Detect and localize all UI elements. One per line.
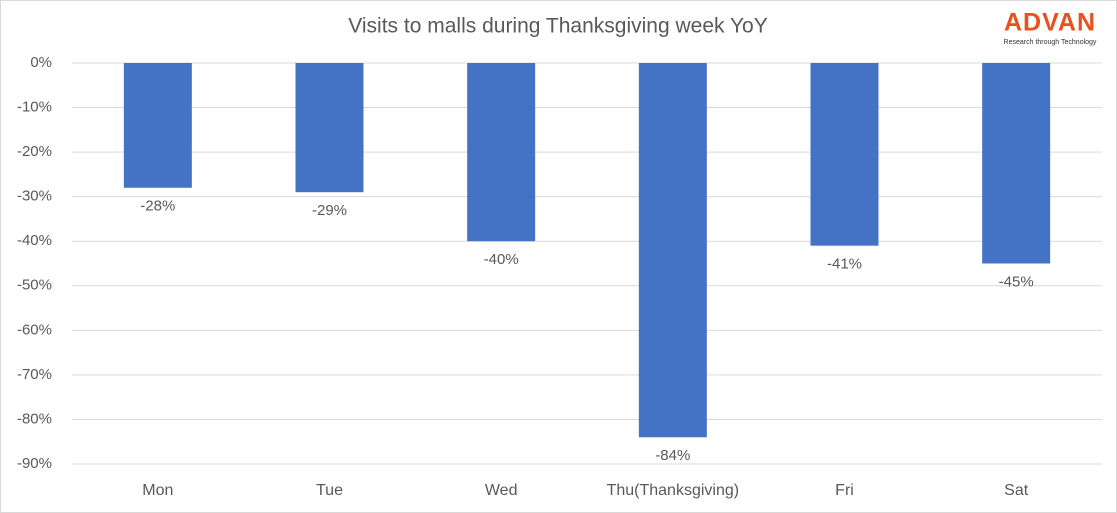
y-tick-label: -50% bbox=[17, 277, 52, 294]
x-tick-label: Sat bbox=[1004, 482, 1029, 499]
value-label: -84% bbox=[655, 447, 690, 464]
value-label: -29% bbox=[312, 202, 347, 219]
bar bbox=[295, 63, 364, 193]
x-tick-label: Fri bbox=[835, 482, 854, 499]
value-label: -28% bbox=[140, 198, 175, 215]
x-tick-label: Mon bbox=[142, 482, 173, 499]
x-tick-label: Thu(Thanksgiving) bbox=[607, 482, 740, 499]
y-tick-label: -30% bbox=[17, 188, 52, 205]
y-tick-label: 0% bbox=[30, 54, 52, 71]
y-tick-label: -10% bbox=[17, 99, 52, 116]
value-label: -40% bbox=[484, 251, 519, 268]
bar bbox=[982, 63, 1051, 264]
x-tick-label: Wed bbox=[485, 482, 518, 499]
y-tick-label: -70% bbox=[17, 366, 52, 383]
y-tick-label: -60% bbox=[17, 321, 52, 338]
y-tick-label: -80% bbox=[17, 410, 52, 427]
y-tick-label: -90% bbox=[17, 455, 52, 472]
bar bbox=[638, 63, 707, 438]
bar bbox=[810, 63, 879, 246]
logo-tagline: Research through Technology bbox=[1004, 39, 1097, 46]
logo-name: ADVAN bbox=[1004, 9, 1096, 37]
bar bbox=[123, 63, 192, 188]
bar bbox=[467, 63, 536, 242]
chart-title: Visits to malls during Thanksgiving week… bbox=[348, 15, 767, 38]
value-label: -45% bbox=[999, 273, 1034, 290]
y-tick-label: -40% bbox=[17, 232, 52, 249]
value-label: -41% bbox=[827, 256, 862, 273]
x-tick-label: Tue bbox=[316, 482, 343, 499]
y-tick-label: -20% bbox=[17, 143, 52, 160]
